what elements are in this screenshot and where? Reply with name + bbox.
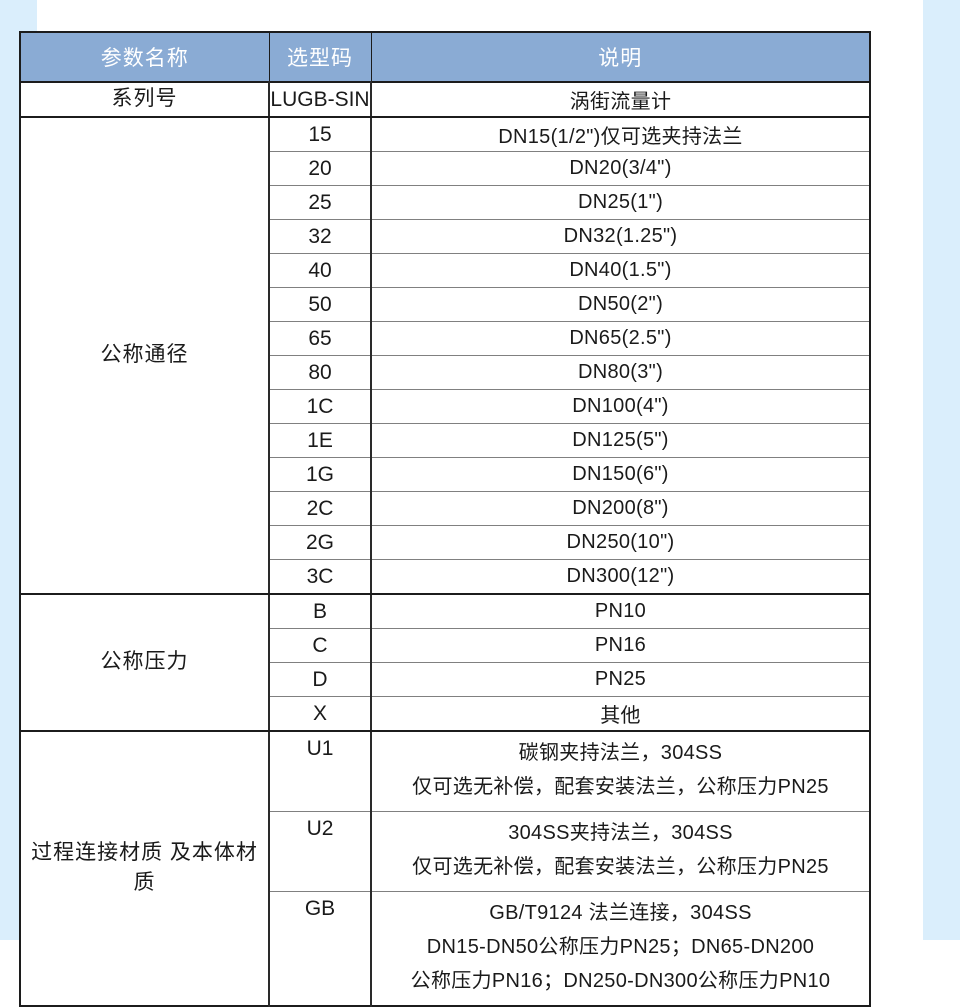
table-header-row: 参数名称 选型码 说明 [19, 31, 871, 83]
desc-cell-series: 涡街流量计 [370, 81, 871, 118]
desc-line: 仅可选无补偿，配套安装法兰，公称压力PN25 [412, 776, 829, 799]
table-row: 32 DN32(1.25") [20, 219, 871, 254]
desc-cell: 304SS夹持法兰，304SS 仅可选无补偿，配套安装法兰，公称压力PN25 [370, 810, 871, 892]
table-row: 1G DN150(6") [20, 457, 871, 492]
code-cell: 2G [268, 525, 372, 560]
code-cell: 1G [268, 457, 372, 492]
column-header-param-name: 参数名称 [19, 31, 270, 83]
table-row: 2G DN250(10") [20, 525, 871, 560]
desc-cell: DN50(2") [370, 287, 871, 322]
section-label-line-2: 及本体材质 [133, 840, 258, 895]
table-row: X 其他 [20, 696, 871, 732]
table-row: 1C DN100(4") [20, 389, 871, 424]
section-label-nominal-diameter: 公称通径 [19, 116, 270, 595]
code-cell: 3C [268, 559, 372, 595]
desc-line: 碳钢夹持法兰，304SS [518, 742, 723, 764]
desc-cell: DN40(1.5") [370, 253, 871, 288]
code-cell: 65 [268, 321, 372, 356]
table-row: 80 DN80(3") [20, 355, 871, 390]
desc-cell: PN10 [370, 593, 871, 629]
desc-line: GB/T9124 法兰连接，304SS [489, 901, 752, 924]
code-cell-series: LUGB-SIN [268, 81, 372, 118]
section-label-process-connection-material: 过程连接材质 及本体材质 [19, 730, 270, 1007]
code-cell: 80 [268, 355, 372, 390]
code-cell: C [268, 628, 372, 663]
code-cell: 15 [268, 116, 372, 152]
desc-line: 304SS夹持法兰，304SS [508, 821, 733, 844]
table-row: 65 DN65(2.5") [20, 321, 871, 356]
desc-cell: GB/T9124 法兰连接，304SS DN15-DN50公称压力PN25；DN… [370, 890, 871, 1007]
desc-cell: 其他 [370, 696, 871, 732]
selection-code-table: 参数名称 选型码 说明 系列号 LUGB-SIN 涡街流量计 公称通径 15 D… [19, 31, 871, 1007]
desc-cell: DN150(6") [370, 457, 871, 492]
desc-cell: DN65(2.5") [370, 321, 871, 356]
section-label-line-1: 过程连接材质 [31, 840, 164, 864]
column-header-description: 说明 [370, 31, 871, 83]
desc-cell: DN125(5") [370, 423, 871, 458]
desc-cell: PN25 [370, 662, 871, 697]
table-row: 50 DN50(2") [20, 287, 871, 322]
code-cell: 32 [268, 219, 372, 254]
desc-cell: DN25(1") [370, 185, 871, 220]
code-cell: 1E [268, 423, 372, 458]
table-row: U2 304SS夹持法兰，304SS 仅可选无补偿，配套安装法兰，公称压力PN2… [20, 810, 871, 892]
desc-cell: DN300(12") [370, 559, 871, 595]
desc-cell: DN200(8") [370, 491, 871, 526]
desc-cell: 碳钢夹持法兰，304SS 仅可选无补偿，配套安装法兰，公称压力PN25 [370, 729, 871, 812]
column-header-code: 选型码 [268, 31, 372, 83]
table-row: C PN16 [20, 628, 871, 663]
desc-line: 仅可选无补偿，配套安装法兰，公称压力PN25 [412, 856, 829, 879]
code-cell: U1 [268, 729, 372, 812]
page-side-band-right [923, 0, 960, 940]
code-cell: 2C [268, 491, 372, 526]
table-row: 40 DN40(1.5") [20, 253, 871, 288]
desc-line: DN15-DN50公称压力PN25；DN65-DN200 [426, 935, 815, 958]
section-label-series: 系列号 [19, 81, 270, 118]
code-cell: 20 [268, 151, 372, 186]
desc-cell: DN32(1.25") [370, 219, 871, 254]
table-row: 公称通径 15 DN15(1/2")仅可选夹持法兰 [19, 116, 871, 595]
desc-cell: DN250(10") [370, 525, 871, 560]
table-row: 25 DN25(1") [20, 185, 871, 220]
table-row: D PN25 [20, 662, 871, 697]
code-cell: GB [268, 890, 372, 1007]
desc-cell: DN80(3") [370, 355, 871, 390]
code-cell: 50 [268, 287, 372, 322]
section-label-nominal-pressure: 公称压力 [19, 593, 270, 732]
code-cell: B [268, 593, 372, 629]
code-cell: 40 [268, 253, 372, 288]
desc-cell: DN20(3/4") [370, 151, 871, 186]
desc-cell: DN15(1/2")仅可选夹持法兰 [370, 116, 871, 152]
code-cell: 1C [268, 389, 372, 424]
desc-cell: PN16 [370, 628, 871, 663]
table-row: 公称压力 B PN10 [19, 593, 871, 732]
desc-line: 公称压力PN16；DN250-DN300公称压力PN10 [410, 970, 831, 993]
table-row: 3C DN300(12") [20, 559, 871, 595]
code-cell: D [268, 662, 372, 697]
code-cell: 25 [268, 185, 372, 220]
table-row: 过程连接材质 及本体材质 U1 碳钢夹持法兰，304SS 仅可选无补偿，配套安装… [19, 729, 871, 1007]
table-row: 系列号 LUGB-SIN 涡街流量计 [19, 81, 871, 118]
code-cell: X [268, 696, 372, 732]
desc-cell: DN100(4") [370, 389, 871, 424]
code-cell: U2 [268, 810, 372, 892]
